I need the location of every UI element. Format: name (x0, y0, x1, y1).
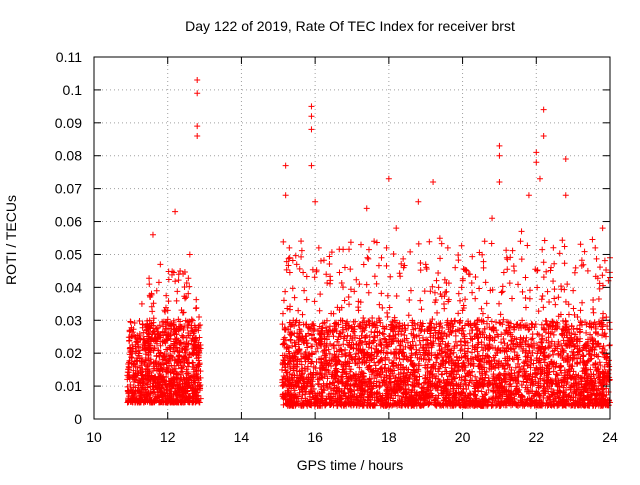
chart-title: Day 122 of 2019, Rate Of TEC Index for r… (185, 18, 515, 34)
